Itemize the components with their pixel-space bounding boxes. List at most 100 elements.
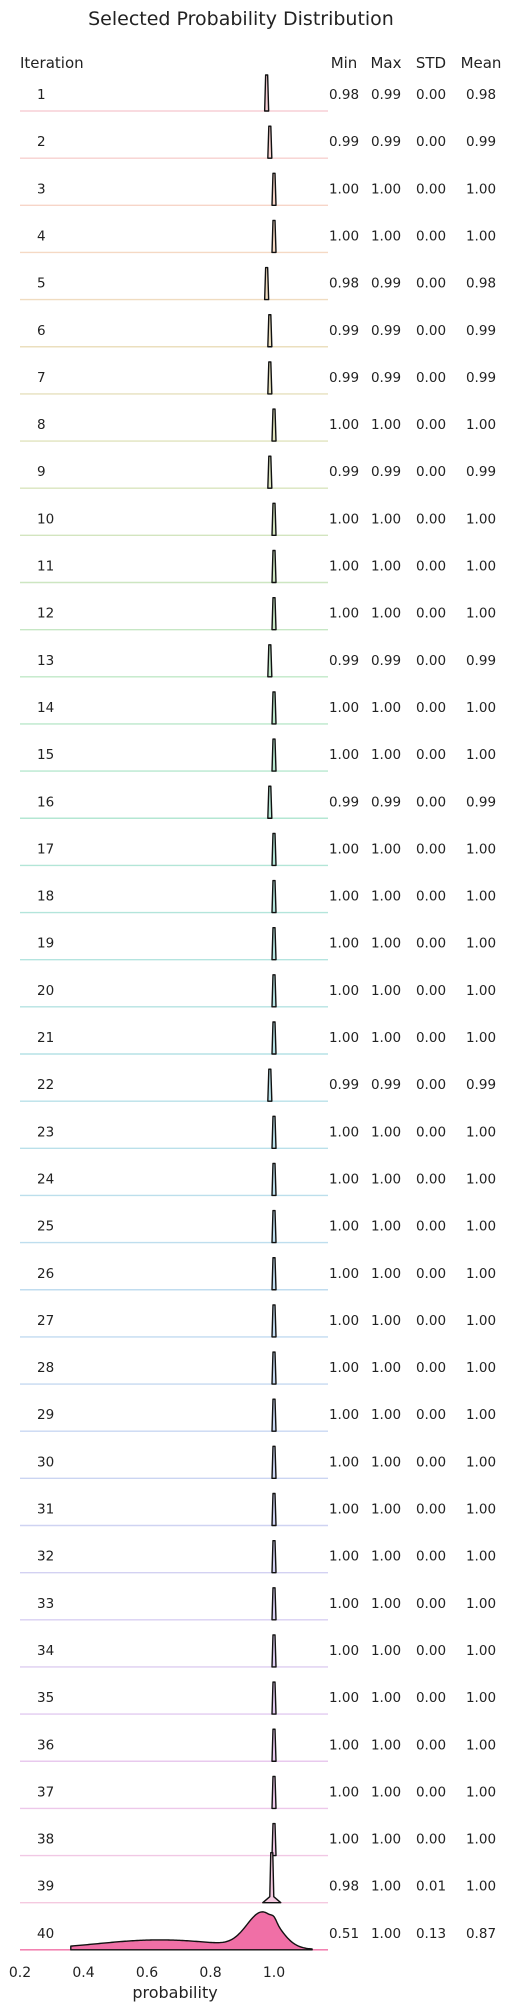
iteration-label: 8 xyxy=(37,417,46,433)
std-value: 0.00 xyxy=(416,1502,446,1518)
iteration-label: 22 xyxy=(37,1077,54,1093)
std-value: 0.00 xyxy=(416,1171,446,1187)
iteration-label: 26 xyxy=(37,1266,54,1282)
density-shape xyxy=(267,125,273,159)
std-value: 0.00 xyxy=(416,841,446,857)
mean-value: 0.98 xyxy=(466,276,496,292)
max-value: 1.00 xyxy=(371,1737,401,1753)
std-value: 0.00 xyxy=(416,889,446,905)
ridge-row: 19 1.00 1.00 0.00 1.00 xyxy=(20,927,496,961)
min-value: 1.00 xyxy=(329,1407,359,1423)
std-value: 0.00 xyxy=(416,1313,446,1329)
min-value: 1.00 xyxy=(329,747,359,763)
max-value: 1.00 xyxy=(371,747,401,763)
iteration-label: 35 xyxy=(37,1690,54,1706)
x-tick-label: 0.4 xyxy=(72,1965,94,1981)
std-value: 0.00 xyxy=(416,417,446,433)
min-value: 1.00 xyxy=(329,1266,359,1282)
ridge-row: 13 0.99 0.99 0.00 0.99 xyxy=(20,644,496,678)
mean-column-header: Mean xyxy=(461,54,502,72)
max-value: 0.99 xyxy=(371,134,401,150)
min-value: 1.00 xyxy=(329,700,359,716)
max-column-header: Max xyxy=(370,54,401,72)
min-value: 1.00 xyxy=(329,181,359,197)
density-shape xyxy=(70,1911,313,1951)
min-value: 1.00 xyxy=(329,1124,359,1140)
iteration-label: 39 xyxy=(37,1879,54,1895)
ridge-row: 28 1.00 1.00 0.00 1.00 xyxy=(20,1351,496,1385)
max-value: 1.00 xyxy=(371,1266,401,1282)
std-value: 0.00 xyxy=(416,1124,446,1140)
max-value: 1.00 xyxy=(371,1171,401,1187)
density-shape xyxy=(271,1492,277,1527)
mean-value: 1.00 xyxy=(466,1219,496,1235)
max-value: 1.00 xyxy=(371,181,401,197)
max-value: 1.00 xyxy=(371,1030,401,1046)
max-value: 1.00 xyxy=(371,1596,401,1612)
mean-value: 1.00 xyxy=(466,559,496,575)
ridge-row: 37 1.00 1.00 0.00 1.00 xyxy=(20,1775,496,1810)
min-value: 1.00 xyxy=(329,983,359,999)
density-shape xyxy=(271,974,277,1008)
std-value: 0.00 xyxy=(416,559,446,575)
mean-value: 1.00 xyxy=(466,511,496,527)
max-value: 1.00 xyxy=(371,606,401,622)
iteration-label: 27 xyxy=(37,1313,54,1329)
std-value: 0.00 xyxy=(416,747,446,763)
std-value: 0.00 xyxy=(416,134,446,150)
min-value: 1.00 xyxy=(329,1643,359,1659)
iteration-label: 12 xyxy=(37,606,54,622)
ridge-row: 23 1.00 1.00 0.00 1.00 xyxy=(20,1115,496,1150)
max-value: 1.00 xyxy=(371,841,401,857)
std-value: 0.00 xyxy=(416,1737,446,1753)
max-value: 1.00 xyxy=(371,1784,401,1800)
std-value: 0.00 xyxy=(416,1596,446,1612)
ridge-row: 17 1.00 1.00 0.00 1.00 xyxy=(20,832,496,867)
std-value: 0.00 xyxy=(416,1832,446,1848)
ridge-row: 26 1.00 1.00 0.00 1.00 xyxy=(20,1257,496,1291)
std-value: 0.00 xyxy=(416,1266,446,1282)
density-shape xyxy=(267,455,273,489)
density-shape xyxy=(271,1209,277,1244)
mean-value: 1.00 xyxy=(466,1171,496,1187)
mean-value: 1.00 xyxy=(466,1832,496,1848)
ridge-row: 5 0.98 0.99 0.00 0.98 xyxy=(20,266,496,301)
iteration-label: 25 xyxy=(37,1219,54,1235)
max-value: 1.00 xyxy=(371,1313,401,1329)
std-value: 0.00 xyxy=(416,1643,446,1659)
max-value: 1.00 xyxy=(371,1502,401,1518)
iteration-label: 3 xyxy=(37,181,46,197)
ridge-row: 34 1.00 1.00 0.00 1.00 xyxy=(20,1634,496,1668)
density-shape xyxy=(267,644,273,678)
max-value: 1.00 xyxy=(371,1407,401,1423)
min-value: 0.99 xyxy=(329,134,359,150)
mean-value: 0.99 xyxy=(466,370,496,386)
density-shape xyxy=(271,832,277,867)
std-value: 0.00 xyxy=(416,276,446,292)
std-value: 0.00 xyxy=(416,181,446,197)
x-tick-label: 0.8 xyxy=(199,1965,221,1981)
std-value: 0.00 xyxy=(416,228,446,244)
max-value: 1.00 xyxy=(371,1879,401,1895)
density-shape xyxy=(263,74,270,112)
iteration-label: 37 xyxy=(37,1784,54,1800)
mean-value: 1.00 xyxy=(466,1360,496,1376)
ridge-row: 16 0.99 0.99 0.00 0.99 xyxy=(20,785,496,819)
min-value: 1.00 xyxy=(329,1313,359,1329)
iteration-label: 9 xyxy=(37,464,46,480)
iteration-label: 13 xyxy=(37,653,54,669)
iteration-label: 28 xyxy=(37,1360,54,1376)
ridge-row: 39 0.98 1.00 0.01 1.00 xyxy=(20,1852,496,1904)
density-shape xyxy=(262,1852,282,1904)
x-tick-label: 0.6 xyxy=(136,1965,158,1981)
mean-value: 1.00 xyxy=(466,181,496,197)
min-value: 1.00 xyxy=(329,889,359,905)
density-shape xyxy=(263,266,270,301)
std-value: 0.00 xyxy=(416,87,446,103)
max-value: 0.99 xyxy=(371,276,401,292)
iteration-label: 4 xyxy=(37,228,46,244)
min-value: 0.99 xyxy=(329,464,359,480)
min-value: 1.00 xyxy=(329,228,359,244)
density-shape xyxy=(271,1822,277,1857)
